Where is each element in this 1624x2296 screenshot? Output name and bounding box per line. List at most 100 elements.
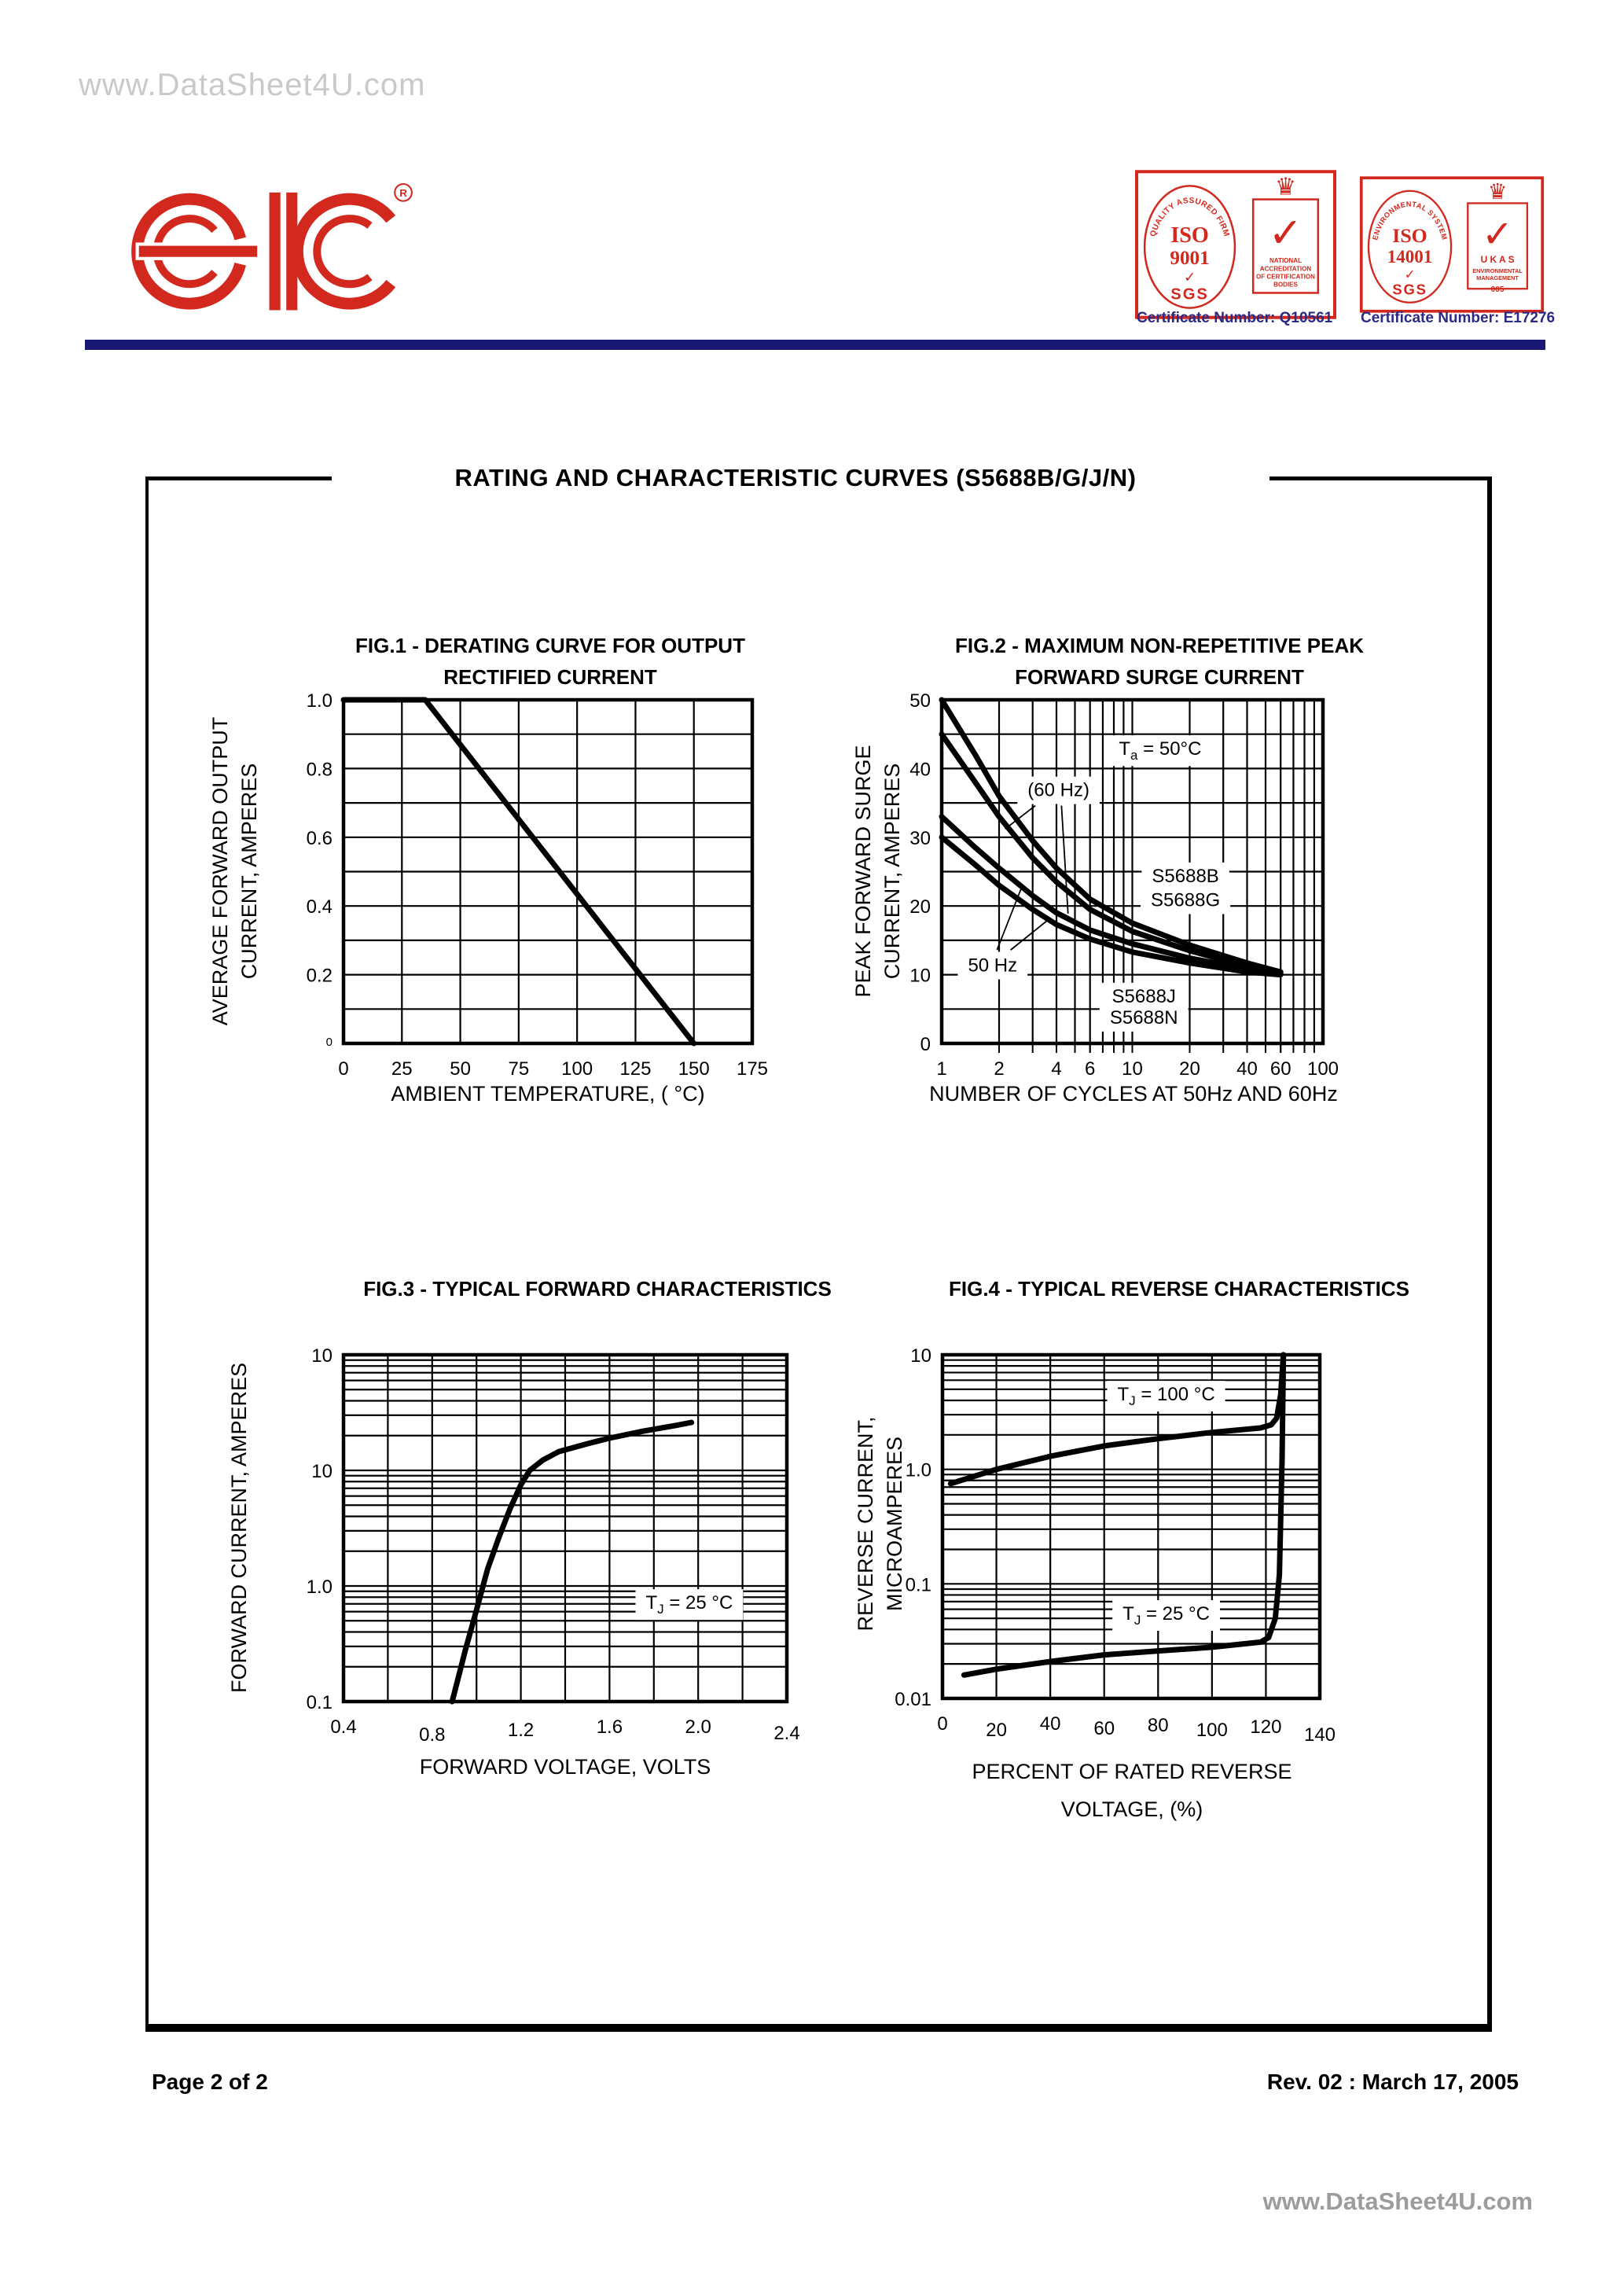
badge-side-text: NATIONAL — [1269, 257, 1302, 264]
fig1-x-tick: 150 — [678, 1058, 710, 1080]
eic-letter-e — [131, 193, 261, 310]
fig1-x-tick: 75 — [509, 1058, 530, 1080]
badge-side-text: U K A S — [1481, 254, 1515, 265]
fig4-annotation: TJ = 100 °C — [1117, 1384, 1214, 1408]
badge-side-text: BODIES — [1273, 281, 1298, 288]
fig3-title: FIG.3 - TYPICAL FORWARD CHARACTERISTICS — [363, 1277, 832, 1301]
fig2-curve-S5688J-N-50Hz — [939, 834, 1284, 978]
fig3-x-tick: 0.4 — [330, 1716, 356, 1738]
fig2-annotation-box — [1141, 886, 1231, 914]
fig1-x-tick: 25 — [391, 1058, 413, 1080]
badge-iso: ISO — [1170, 223, 1209, 248]
page-number: Page 2 of 2 — [152, 2070, 268, 2094]
fig2-x-tick: 2 — [994, 1058, 1004, 1080]
fig2-annotation: S5688B — [1152, 866, 1218, 887]
fig2-annotation: Ta = 50°C — [1119, 738, 1201, 763]
iso14001-certificate-number: Certificate Number: E17276 — [1361, 310, 1556, 326]
fig2-annotation: (60 Hz) — [1027, 780, 1089, 801]
badge-side-text: MANAGEMENT — [1476, 274, 1519, 281]
fig1-plot-border — [341, 697, 755, 1046]
fig4-x-tick: 100 — [1196, 1720, 1228, 1741]
fig2-x-tick: 6 — [1085, 1058, 1095, 1080]
fig4-curve-TJ-25C — [961, 1352, 1287, 1678]
badge-iso-number: 9001 — [1170, 248, 1209, 269]
badge-check-icon: ✓ — [1405, 267, 1416, 281]
revision-date: Rev. 02 : March 17, 2005 — [1266, 2070, 1519, 2094]
fig4-y-tick: 1.0 — [906, 1460, 931, 1481]
fig2-y-axis-label: CURRENT, AMPERES — [880, 763, 904, 980]
fig1-y-tick: 0.6 — [307, 828, 333, 849]
fig4-annotation-box — [1112, 1600, 1220, 1632]
fig2-curve-S5688J-N-60Hz — [939, 814, 1284, 977]
badge-side-text: 005 — [1491, 285, 1505, 294]
eic-letter-c — [291, 193, 396, 310]
fig2-y-tick: 40 — [909, 759, 931, 780]
eic-logo: R — [131, 182, 413, 311]
fig3-x-axis-label: FORWARD VOLTAGE, VOLTS — [420, 1755, 711, 1779]
header-divider — [85, 340, 1545, 350]
fig3-x-tick: 0.8 — [419, 1724, 445, 1746]
fig1-y-tick: 0.2 — [307, 966, 333, 987]
fig2-annotation: S5688J — [1112, 986, 1176, 1007]
fig3-x-tick: 1.2 — [508, 1720, 534, 1741]
fig2-title: FIG.2 - MAXIMUM NON-REPETITIVE PEAK — [955, 634, 1364, 657]
fig4-y-tick: 0.1 — [906, 1574, 931, 1595]
fig2-pointer-line — [1005, 804, 1036, 830]
fig4-x-tick: 20 — [986, 1720, 1007, 1741]
fig3-plot-border — [341, 1352, 789, 1704]
svg-text:R: R — [399, 187, 407, 199]
watermark-bottom: www.DataSheet4U.com — [1262, 2187, 1533, 2215]
badge-check-icon: ✓ — [1269, 209, 1303, 257]
fig2-annotation: S5688N — [1110, 1007, 1178, 1028]
fig2-annotation-box — [1017, 776, 1100, 804]
fig1-y-tick: 0.8 — [307, 759, 333, 780]
fig1-chart: 0 25 50 75 100 125 150 175 1.0 0.8 0.6 0.4 0.2 0 FIG.1… — [208, 634, 768, 1106]
badge-iso: ISO — [1392, 224, 1427, 247]
fig2-x-tick: 20 — [1179, 1058, 1200, 1080]
page-title: RATING AND CHARACTERISTIC CURVES (S5688B… — [454, 464, 1137, 491]
fig1-x-tick: 125 — [619, 1058, 651, 1080]
fig1-y-axis-label: CURRENT, AMPERES — [237, 763, 261, 980]
badge-check-icon: ✓ — [1184, 269, 1196, 285]
fig4-y-tick: 10 — [910, 1345, 931, 1367]
fig3-x-tick: 2.4 — [773, 1723, 799, 1744]
badge-sgs: SGS — [1392, 281, 1427, 298]
fig2-x-tick: 10 — [1122, 1058, 1143, 1080]
fig4-x-tick: 0 — [937, 1713, 947, 1735]
fig2-y-tick: 30 — [909, 828, 931, 849]
fig2-pointer-line — [1060, 805, 1069, 914]
fig4-plot-border — [940, 1352, 1322, 1701]
curves-frame — [145, 476, 1492, 2032]
fig2-annotation-box — [957, 951, 1028, 980]
fig1-title: RECTIFIED CURRENT — [443, 665, 657, 689]
fig1-x-tick: 100 — [561, 1058, 593, 1080]
fig4-annotation-box — [1107, 1381, 1225, 1412]
fig4-y-tick: 0.01 — [895, 1689, 931, 1710]
fig2-x-tick: 100 — [1307, 1058, 1339, 1080]
fig2-annotation-box — [1099, 1003, 1189, 1032]
fig2-curve-S5688B-G-50Hz — [939, 731, 1284, 977]
fig2-y-tick: 0 — [920, 1034, 931, 1055]
fig2-annotation: S5688G — [1151, 889, 1220, 911]
crown-icon: ♛ — [1275, 174, 1296, 201]
watermark-top: www.DataSheet4U.com — [79, 68, 426, 102]
fig2-title: FORWARD SURGE CURRENT — [1015, 665, 1304, 689]
fig1-x-tick: 50 — [450, 1058, 471, 1080]
fig1-y-tick: 1.0 — [307, 690, 333, 712]
fig3-annotation-box — [635, 1589, 744, 1621]
badge-side-text: ENVIRONMENTAL — [1472, 267, 1523, 274]
fig4-x-tick: 140 — [1304, 1724, 1336, 1746]
fig4-chart: TJ = 100 °C TJ = 25 °C 0 20 40 60 80 100 120 140 1… — [854, 1277, 1409, 1821]
fig2-y-tick: 20 — [909, 896, 931, 918]
fig2-x-tick: 4 — [1051, 1058, 1061, 1080]
fig4-grid — [942, 1355, 1320, 1698]
fig2-y-tick: 50 — [909, 690, 931, 712]
fig3-y-tick: 10 — [311, 1345, 333, 1367]
badge-side-text: OF CERTIFICATION — [1256, 273, 1315, 280]
fig3-y-tick: 0.1 — [307, 1692, 333, 1713]
fig1-grid — [344, 700, 752, 1043]
badge-check-icon: ✓ — [1482, 213, 1513, 256]
fig3-y-tick: 10 — [311, 1461, 333, 1482]
